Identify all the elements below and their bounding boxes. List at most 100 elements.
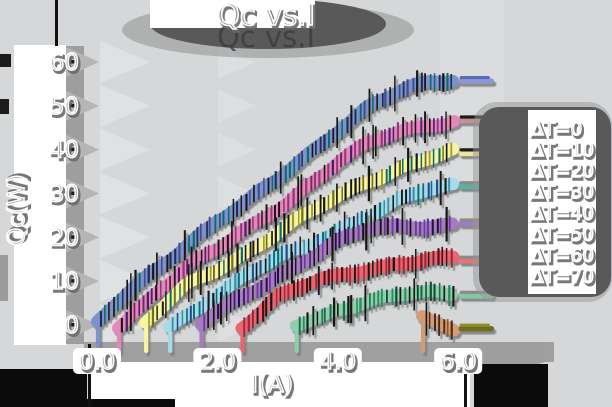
x-tick-patch [434, 348, 483, 374]
svg-text:ΔT=0: ΔT=0 [533, 121, 584, 142]
svg-text:ΔT=30: ΔT=30 [533, 185, 596, 206]
chart-title: Qc vs.IQc vs.I [216, 0, 318, 36]
error-ticks-ΔT=70 [425, 302, 453, 340]
x-tick-patch [193, 348, 242, 374]
error-ticks-ΔT=40 [203, 206, 451, 332]
svg-text:Qc vs.I: Qc vs.I [217, 0, 315, 32]
svg-text:ΔT=70: ΔT=70 [531, 266, 594, 287]
svg-text:I(A): I(A) [253, 372, 295, 400]
svg-text:ΔT=50: ΔT=50 [531, 224, 594, 245]
error-ticks-ΔT=20 [148, 142, 453, 330]
x-tick-patch [313, 348, 362, 374]
error-ticks-ΔT=30 [171, 171, 451, 332]
ink-blobs [0, 0, 548, 407]
svg-text:0: 0 [66, 315, 81, 341]
svg-text:Qc(W): Qc(W) [6, 172, 32, 243]
error-ticks-ΔT=50 [243, 246, 453, 338]
svg-text:0.0: 0.0 [81, 351, 118, 377]
x-axis-label: I(A)I(A) [250, 369, 296, 401]
data-series-layer [91, 70, 495, 354]
y-tick-label-0: 00 [64, 312, 82, 342]
svg-text:60: 60 [52, 52, 81, 78]
svg-text:20: 20 [50, 225, 79, 251]
error-ticks-ΔT=10 [120, 111, 452, 333]
svg-text:ΔT=60: ΔT=60 [533, 248, 596, 269]
svg-text:0.0: 0.0 [79, 349, 116, 375]
svg-text:50: 50 [52, 96, 81, 122]
legend-text-panel [528, 110, 596, 294]
svg-text:4.0: 4.0 [321, 351, 358, 377]
svg-text:ΔT=40: ΔT=40 [533, 206, 596, 227]
svg-text:60: 60 [50, 50, 79, 76]
series-ΔT=0 [91, 70, 495, 354]
svg-text:ΔT=50: ΔT=50 [533, 227, 596, 248]
legend-entry-ΔT=0: ΔT=0ΔT=0 [483, 118, 585, 144]
legend-label-ΔT=0: ΔT=0ΔT=0 [530, 118, 585, 143]
svg-text:ΔT=60: ΔT=60 [531, 245, 594, 266]
error-ticks-ΔT=0 [99, 70, 453, 327]
svg-text:2.0: 2.0 [199, 349, 236, 375]
svg-text:Qc vs.I: Qc vs.I [219, 0, 317, 34]
x-tick-patch [73, 348, 121, 374]
svg-text:ΔT=20: ΔT=20 [531, 161, 594, 182]
x-tick-label-6.0: 6.06.0 [439, 348, 479, 378]
x-tick-label-0.0: 0.00.0 [78, 348, 118, 378]
svg-text:40: 40 [52, 140, 81, 166]
svg-text:4.0: 4.0 [320, 349, 357, 375]
svg-text:6.0: 6.0 [442, 351, 479, 377]
series-ΔT=70 [416, 302, 495, 354]
svg-text:ΔT=70: ΔT=70 [533, 269, 596, 290]
legend: ΔT=0ΔT=0ΔT=10ΔT=10ΔT=20ΔT=20ΔT=30ΔT=30ΔT… [473, 102, 612, 302]
y-axis-label: Qc(W)Qc(W) [3, 171, 33, 246]
series-ΔT=50 [235, 246, 495, 354]
title-echo: Qc vs.I [217, 20, 315, 54]
series-ΔT=60 [289, 278, 495, 354]
svg-text:ΔT=40: ΔT=40 [531, 203, 594, 224]
series-line-ΔT=70 [416, 310, 461, 337]
svg-text:6.0: 6.0 [440, 349, 477, 375]
svg-text:ΔT=10: ΔT=10 [531, 140, 594, 161]
x-tick-label-4.0: 4.04.0 [319, 348, 359, 378]
svg-text:ΔT=0: ΔT=0 [531, 119, 582, 140]
svg-text:ΔT=10: ΔT=10 [533, 142, 596, 163]
svg-text:50: 50 [50, 94, 79, 120]
svg-text:40: 40 [50, 138, 79, 164]
svg-text:30: 30 [50, 182, 79, 208]
x-tick-label-2.0: 2.02.0 [198, 348, 238, 378]
svg-text:Qc(W): Qc(W) [4, 174, 30, 245]
error-ticks-ΔT=60 [298, 278, 455, 336]
svg-text:10: 10 [52, 272, 81, 298]
svg-text:0: 0 [64, 313, 79, 339]
series-ΔT=10 [112, 111, 495, 354]
series-ΔT=40 [194, 206, 495, 354]
svg-text:ΔT=30: ΔT=30 [531, 182, 594, 203]
svg-text:ΔT=20: ΔT=20 [533, 164, 596, 185]
series-ΔT=30 [163, 171, 495, 354]
svg-text:20: 20 [52, 228, 81, 254]
svg-text:2.0: 2.0 [201, 351, 238, 377]
svg-text:30: 30 [52, 184, 81, 210]
